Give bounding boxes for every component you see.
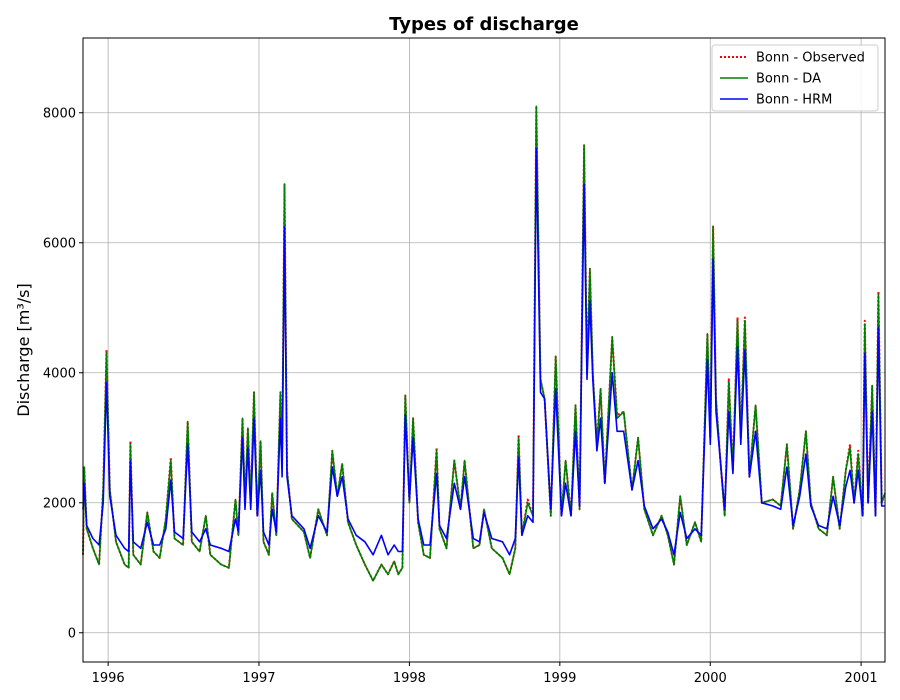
x-tick-label: 2000 xyxy=(694,671,727,686)
legend-label: Bonn - Observed xyxy=(756,51,865,66)
plot-frame xyxy=(82,37,886,663)
x-tick-label: 1998 xyxy=(393,671,426,686)
y-tick-label: 4000 xyxy=(43,366,76,381)
x-tick-label: 2001 xyxy=(845,671,878,686)
x-tick-label: 1997 xyxy=(242,671,275,686)
y-tick-label: 8000 xyxy=(43,106,76,121)
series-line-bonn-hrm xyxy=(82,147,885,556)
legend: Bonn - Observed Bonn - DA Bonn - HRM xyxy=(711,44,879,112)
x-tick-label: 1999 xyxy=(543,671,576,686)
legend-box xyxy=(711,44,879,112)
grid-lines xyxy=(83,38,885,662)
legend-label: Bonn - HRM xyxy=(756,93,832,108)
y-tick-label: 0 xyxy=(68,626,76,641)
y-axis-label: Discharge [m³/s] xyxy=(14,283,33,416)
y-tick-label: 2000 xyxy=(43,496,76,511)
axis-ticks: 1996 1997 1998 1999 2000 2001 0 2000 4000 6000 800… xyxy=(43,106,878,686)
series-lines xyxy=(82,105,886,582)
y-tick-label: 6000 xyxy=(43,236,76,251)
chart-title: Types of discharge xyxy=(389,14,579,35)
legend-label: Bonn - DA xyxy=(756,72,821,87)
x-tick-label: 1996 xyxy=(92,671,125,686)
